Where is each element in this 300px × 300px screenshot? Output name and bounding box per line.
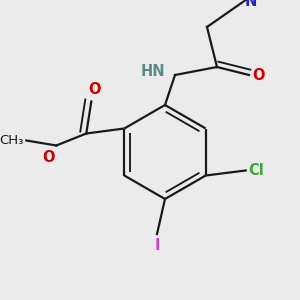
Text: Cl: Cl: [249, 163, 265, 178]
Text: O: O: [252, 68, 265, 82]
Text: CH₃: CH₃: [0, 134, 23, 147]
Text: N: N: [244, 0, 256, 9]
Text: O: O: [88, 82, 100, 97]
Text: I: I: [154, 238, 160, 253]
Text: O: O: [42, 151, 54, 166]
Text: HN: HN: [140, 64, 165, 79]
